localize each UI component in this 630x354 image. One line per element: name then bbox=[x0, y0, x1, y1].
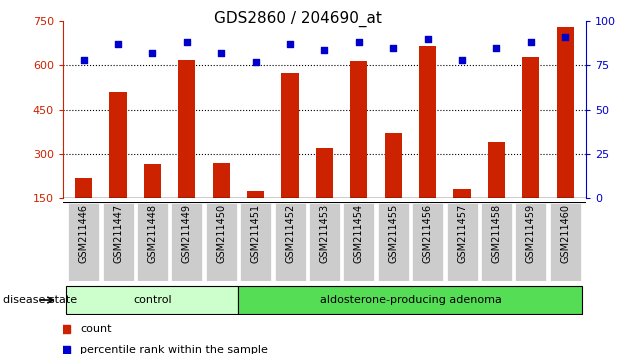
Bar bbox=[419, 46, 436, 198]
Point bbox=[560, 34, 570, 40]
Text: disease state: disease state bbox=[3, 295, 77, 305]
Bar bbox=[488, 142, 505, 198]
Text: GSM211446: GSM211446 bbox=[79, 204, 89, 263]
Text: percentile rank within the sample: percentile rank within the sample bbox=[80, 346, 268, 354]
Bar bbox=[350, 61, 367, 198]
Text: GSM211454: GSM211454 bbox=[354, 204, 364, 263]
Point bbox=[319, 47, 329, 52]
FancyBboxPatch shape bbox=[240, 203, 271, 281]
FancyBboxPatch shape bbox=[66, 286, 238, 314]
Text: GSM211449: GSM211449 bbox=[182, 204, 192, 263]
Bar bbox=[110, 92, 127, 198]
Point bbox=[113, 41, 123, 47]
FancyBboxPatch shape bbox=[378, 203, 409, 281]
Bar bbox=[178, 59, 195, 198]
FancyBboxPatch shape bbox=[343, 203, 374, 281]
Bar bbox=[385, 133, 402, 198]
Text: GSM211457: GSM211457 bbox=[457, 204, 467, 263]
Point bbox=[388, 45, 398, 51]
FancyBboxPatch shape bbox=[515, 203, 546, 281]
FancyBboxPatch shape bbox=[68, 203, 99, 281]
FancyBboxPatch shape bbox=[137, 203, 168, 281]
Bar bbox=[213, 163, 230, 198]
Bar bbox=[454, 189, 471, 198]
Point bbox=[526, 40, 536, 45]
FancyBboxPatch shape bbox=[206, 203, 237, 281]
Point bbox=[491, 45, 501, 51]
Point bbox=[251, 59, 261, 65]
Bar bbox=[316, 148, 333, 198]
Text: GSM211452: GSM211452 bbox=[285, 204, 295, 263]
FancyBboxPatch shape bbox=[309, 203, 340, 281]
Text: GSM211453: GSM211453 bbox=[319, 204, 329, 263]
FancyBboxPatch shape bbox=[412, 203, 443, 281]
Point bbox=[182, 40, 192, 45]
Bar bbox=[557, 27, 574, 198]
FancyBboxPatch shape bbox=[238, 286, 583, 314]
Bar bbox=[144, 164, 161, 198]
Point bbox=[216, 50, 226, 56]
Bar bbox=[282, 73, 299, 198]
Point bbox=[147, 50, 158, 56]
Point bbox=[457, 57, 467, 63]
Text: control: control bbox=[133, 295, 172, 305]
FancyBboxPatch shape bbox=[550, 203, 581, 281]
Text: GSM211456: GSM211456 bbox=[423, 204, 433, 263]
Bar bbox=[75, 178, 92, 198]
FancyBboxPatch shape bbox=[275, 203, 306, 281]
FancyBboxPatch shape bbox=[171, 203, 202, 281]
Text: count: count bbox=[80, 324, 112, 334]
Text: GSM211450: GSM211450 bbox=[216, 204, 226, 263]
Point bbox=[354, 40, 364, 45]
Point bbox=[423, 36, 433, 42]
Text: GSM211458: GSM211458 bbox=[491, 204, 501, 263]
Text: GSM211451: GSM211451 bbox=[251, 204, 261, 263]
Text: GSM211448: GSM211448 bbox=[147, 204, 158, 263]
Text: aldosterone-producing adenoma: aldosterone-producing adenoma bbox=[319, 295, 501, 305]
FancyBboxPatch shape bbox=[481, 203, 512, 281]
Text: GSM211459: GSM211459 bbox=[526, 204, 536, 263]
Text: GDS2860 / 204690_at: GDS2860 / 204690_at bbox=[214, 11, 382, 27]
FancyBboxPatch shape bbox=[103, 203, 134, 281]
Point bbox=[285, 41, 295, 47]
Text: GSM211455: GSM211455 bbox=[388, 204, 398, 263]
Text: GSM211447: GSM211447 bbox=[113, 204, 123, 263]
Point bbox=[79, 57, 89, 63]
Bar bbox=[522, 57, 539, 198]
Bar bbox=[247, 191, 264, 198]
Text: GSM211460: GSM211460 bbox=[560, 204, 570, 263]
FancyBboxPatch shape bbox=[447, 203, 478, 281]
